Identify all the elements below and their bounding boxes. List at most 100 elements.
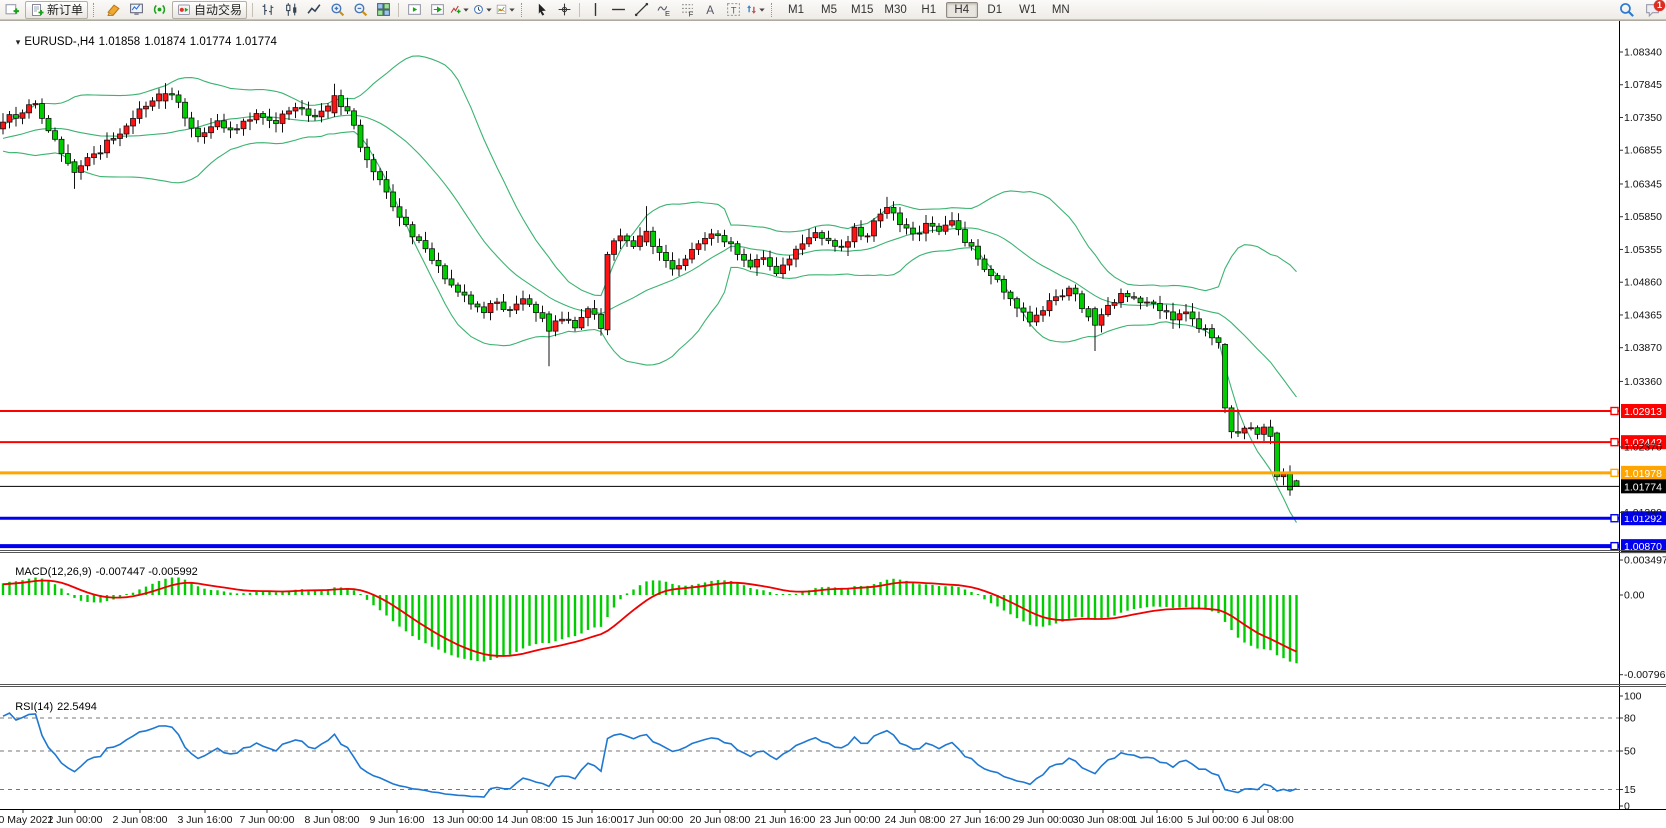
separator: [579, 2, 581, 17]
macd-label: MACD(12,26,9) -0.007447 -0.005992: [3, 554, 202, 590]
monitor: [129, 3, 143, 15]
tile-windows-icon[interactable]: [372, 0, 394, 20]
line-handle[interactable]: [1610, 541, 1619, 551]
svg-text:F: F: [688, 9, 693, 17]
price-label-text: 1.02913: [1624, 406, 1662, 418]
chat-notification-badge: 1: [1654, 0, 1665, 11]
time-axis-label: 14 Jun 08:00: [497, 814, 558, 826]
separator: [252, 2, 254, 17]
cursor-icon[interactable]: [530, 0, 552, 20]
timeframe-m5-button[interactable]: M5: [821, 3, 838, 16]
separator: [398, 2, 400, 17]
time-axis-label: 29 Jun 00:00: [1013, 814, 1074, 826]
line-handle[interactable]: [1610, 437, 1619, 447]
macd-values: -0.007447 -0.005992: [95, 566, 198, 578]
toolbar-grip: [771, 2, 776, 17]
price-label-text: 1.01292: [1624, 513, 1662, 525]
price-axis-tick: 1.07350: [1624, 112, 1662, 124]
auto-trading-button-label: 自动交易: [194, 3, 243, 17]
line-chart-icon[interactable]: [303, 0, 325, 20]
trendline-icon[interactable]: [630, 0, 652, 20]
auto-trading-button[interactable]: 自动交易: [172, 0, 248, 19]
chart-shift-icon[interactable]: [403, 0, 425, 20]
auto-scroll-icon[interactable]: [426, 0, 448, 20]
time-axis-label: 7 Jun 00:00: [240, 814, 295, 826]
bar-chart-icon[interactable]: [257, 0, 279, 20]
zoom-out-icon[interactable]: [349, 0, 371, 20]
price-axis-tick: 1.06345: [1624, 178, 1662, 190]
timeframe-h4-button[interactable]: H4: [945, 1, 978, 18]
time-axis-label: 6 Jul 08:00: [1242, 814, 1294, 826]
indicators-icon[interactable]: [449, 0, 471, 20]
hline: [611, 8, 625, 11]
timeframe-m30-button[interactable]: M30: [884, 3, 907, 16]
price-axis[interactable]: 1.08340 1.07845 1.07350 1.06855 1.06345 1.058…: [1619, 47, 1662, 519]
line-handle[interactable]: [1610, 468, 1619, 478]
rsi-axis-tick: 15: [1624, 784, 1636, 796]
candlesticks: [0, 83, 1300, 496]
line-handle[interactable]: [1610, 406, 1619, 416]
vertical-line-icon[interactable]: [584, 0, 606, 20]
price-axis-tick: 1.05850: [1624, 211, 1662, 223]
barchart: [262, 4, 273, 15]
dropdown-caret-icon: [509, 8, 515, 12]
macd-indicator: 0.003497 0.00 -0.007969: [1, 555, 1666, 681]
quote-high: 1.01874: [144, 36, 186, 48]
search-button[interactable]: [1615, 0, 1637, 20]
price-axis-tick: 1.08340: [1624, 47, 1662, 59]
one-click-collapse-arrow[interactable]: ▾: [15, 37, 21, 47]
templates-icon[interactable]: [495, 0, 517, 20]
terminal-icon[interactable]: [125, 0, 147, 20]
svg-text:E: E: [665, 9, 670, 17]
shift: [407, 4, 421, 15]
price-label-text: 1.01978: [1624, 468, 1662, 480]
chat-button[interactable]: 1: [1641, 0, 1665, 19]
crosshair: [558, 3, 570, 16]
rsi-axis-tick: 50: [1624, 746, 1636, 758]
price-axis-tick: 1.03870: [1624, 342, 1662, 354]
horizontal-line-icon[interactable]: [607, 0, 629, 20]
zoomin: [330, 3, 344, 17]
signal-icon[interactable]: [148, 0, 170, 20]
price-axis-tick: 1.04365: [1624, 309, 1662, 321]
fibonacci-icon[interactable]: F: [676, 0, 698, 20]
timeframe-mn-button[interactable]: MN: [1051, 3, 1070, 16]
price-axis-tick: 1.07845: [1624, 79, 1662, 91]
timeframe-w1-button[interactable]: W1: [1019, 3, 1037, 16]
price-axis-tick: 1.01380: [1624, 507, 1662, 519]
candlechart: [285, 3, 296, 16]
dropdown-caret-icon: [463, 8, 469, 12]
indicators: [450, 5, 461, 14]
timeframe-m15-button[interactable]: M15: [851, 3, 874, 16]
time-axis-label: 8 Jun 08:00: [305, 814, 360, 826]
new-chart-icon[interactable]: [1, 0, 23, 20]
shapes: [747, 5, 756, 14]
line-handle[interactable]: [1610, 514, 1619, 523]
text-label-icon[interactable]: T: [722, 0, 744, 20]
labelT: T: [726, 3, 740, 16]
text-icon[interactable]: A: [699, 0, 721, 20]
rsi-axis-tick: 100: [1624, 691, 1642, 703]
crosshair-icon[interactable]: [553, 0, 575, 20]
rsi-value: 22.5494: [57, 701, 97, 713]
timeframe-d1-button[interactable]: D1: [987, 3, 1003, 16]
periods-icon[interactable]: [472, 0, 494, 20]
price-label-box: [1621, 403, 1666, 418]
eraser-icon[interactable]: [102, 0, 124, 20]
time-axis-label: 2 Jun 08:00: [113, 814, 168, 826]
dropdown-caret-icon: [486, 8, 492, 12]
timeframe-m1-button[interactable]: M1: [788, 3, 805, 16]
elliott: E: [657, 6, 670, 17]
candlestick-chart-icon[interactable]: [280, 0, 302, 20]
new-order-button[interactable]: 新订单: [25, 0, 89, 19]
arrows-icon[interactable]: [745, 0, 767, 20]
timeframe-h1-button[interactable]: H1: [921, 3, 937, 16]
macd-name: MACD(12,26,9): [15, 566, 92, 578]
equidistant-channel-icon[interactable]: E: [653, 0, 675, 20]
rsi-indicator: 100 80 50 15 0: [0, 691, 1642, 813]
time-axis-label: 30 May 2022: [0, 814, 54, 826]
zoom-in-icon[interactable]: [326, 0, 348, 20]
